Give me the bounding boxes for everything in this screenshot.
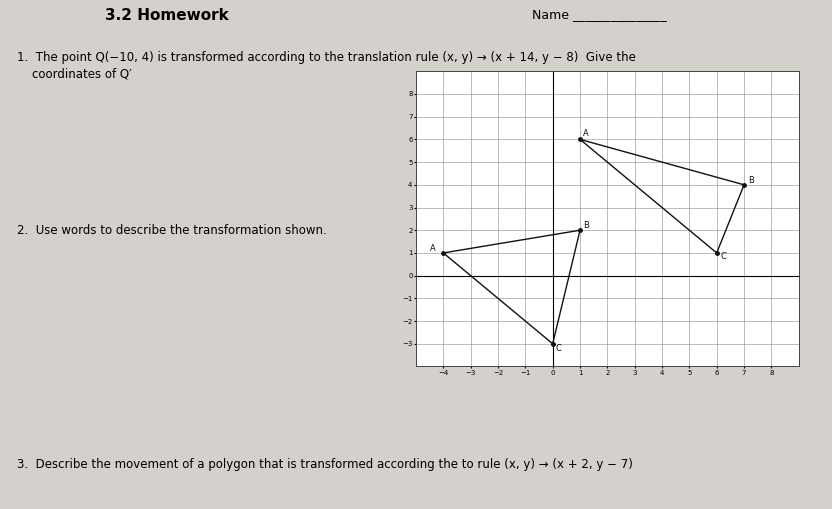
Text: B: B xyxy=(582,221,588,230)
Text: C: C xyxy=(721,251,726,261)
Text: C: C xyxy=(556,344,562,353)
Text: 3.  Describe the movement of a polygon that is transformed according the to rule: 3. Describe the movement of a polygon th… xyxy=(17,458,632,471)
Text: 3.2 Homework: 3.2 Homework xyxy=(105,8,228,22)
Text: Name _______________: Name _______________ xyxy=(532,8,667,21)
Text: A: A xyxy=(582,129,588,138)
Text: 2.  Use words to describe the transformation shown.: 2. Use words to describe the transformat… xyxy=(17,224,326,237)
Text: A: A xyxy=(429,244,435,252)
Text: 1.  The point Q(−10, 4) is transformed according to the translation rule (x, y) : 1. The point Q(−10, 4) is transformed ac… xyxy=(17,51,636,81)
Text: B: B xyxy=(748,176,754,185)
